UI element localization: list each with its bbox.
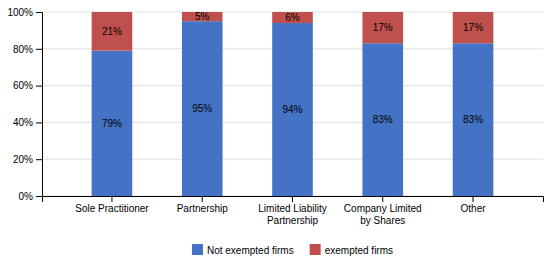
tick: 80% xyxy=(13,44,42,55)
chart: 79% 95% 94% 83% 83% 21% 5% 6% 17% 17% 0% 20% 40% 60% 8… xyxy=(0,0,555,262)
legend-swatch xyxy=(192,244,203,255)
data-label: 95% xyxy=(192,103,212,114)
data-label: 5% xyxy=(195,11,210,22)
tick: Partnership xyxy=(177,196,229,214)
grid xyxy=(42,12,543,196)
data-label: 83% xyxy=(373,114,393,125)
tick-mark xyxy=(36,49,42,50)
tick: Other xyxy=(461,196,487,214)
tick-label: Sole Practitioner xyxy=(75,203,149,214)
bar xyxy=(362,43,403,196)
x-axis: Sole Practitioner Partnership Limited Liab… xyxy=(43,196,544,226)
tick-label: 100% xyxy=(7,7,33,18)
legend-swatch xyxy=(310,244,321,255)
tick: 0% xyxy=(19,191,42,202)
tick-mark xyxy=(36,122,42,123)
tick: 100% xyxy=(7,7,42,18)
data-label-series: 79% 95% 94% 83% 83% xyxy=(102,103,483,129)
bar xyxy=(362,12,403,43)
plot: 79% 95% 94% 83% 83% 21% 5% 6% 17% 17% 0% 20% 40% 60% 8… xyxy=(7,7,543,226)
data-label: 17% xyxy=(463,22,483,33)
tick-label: 60% xyxy=(13,80,33,91)
tick: Company Limitedby Shares xyxy=(344,196,422,226)
tick-mark xyxy=(382,196,383,202)
tick: 40% xyxy=(13,117,42,128)
bar xyxy=(92,12,133,51)
data-label-series: 21% 5% 6% 17% 17% xyxy=(102,11,483,37)
axis-line xyxy=(43,197,544,203)
tick-label: 0% xyxy=(19,191,34,202)
tick-mark xyxy=(202,196,203,202)
tick-label: 20% xyxy=(13,154,33,165)
tick-label: Partnership xyxy=(177,203,229,214)
bar xyxy=(92,51,133,196)
data-label: 83% xyxy=(463,114,483,125)
legend-item: Not exempted firms xyxy=(192,244,294,256)
legend-item: exempted firms xyxy=(310,244,393,256)
bar xyxy=(453,43,494,196)
tick-mark xyxy=(111,196,112,202)
tick: 20% xyxy=(13,154,42,165)
tick-label: 80% xyxy=(13,44,33,55)
tick-mark xyxy=(473,196,474,202)
tick-label: Company Limitedby Shares xyxy=(344,203,422,226)
tick-mark xyxy=(36,159,42,160)
tick-label: 40% xyxy=(13,117,33,128)
data-label: 6% xyxy=(285,12,300,23)
data-label: 17% xyxy=(373,22,393,33)
tick-mark xyxy=(36,196,42,197)
y-axis: 0% 20% 40% 60% 80% 100% xyxy=(7,7,42,202)
bar-series xyxy=(92,21,494,196)
tick-mark xyxy=(36,12,42,13)
legend-label: Not exempted firms xyxy=(207,245,294,256)
bars xyxy=(92,12,494,196)
bar xyxy=(272,12,313,23)
bar xyxy=(182,21,223,196)
bar xyxy=(272,23,313,196)
data-label: 21% xyxy=(102,26,122,37)
data-label: 94% xyxy=(282,104,302,115)
tick: Limited LiabilityPartnership xyxy=(258,196,326,226)
data-label: 79% xyxy=(102,118,122,129)
bar xyxy=(182,12,223,21)
tick: Sole Practitioner xyxy=(75,196,149,214)
legend-label: exempted firms xyxy=(325,245,393,256)
axis-line xyxy=(36,13,43,197)
data-labels: 79% 95% 94% 83% 83% 21% 5% 6% 17% 17% xyxy=(102,11,483,129)
tick: 60% xyxy=(13,80,42,91)
bar-series xyxy=(92,12,494,51)
legend: Not exempted firms exempted firms xyxy=(192,244,393,256)
tick-mark xyxy=(36,86,42,87)
bar xyxy=(453,12,494,43)
tick-label: Other xyxy=(461,203,487,214)
tick-label: Limited LiabilityPartnership xyxy=(258,203,326,226)
tick-mark xyxy=(292,196,293,202)
